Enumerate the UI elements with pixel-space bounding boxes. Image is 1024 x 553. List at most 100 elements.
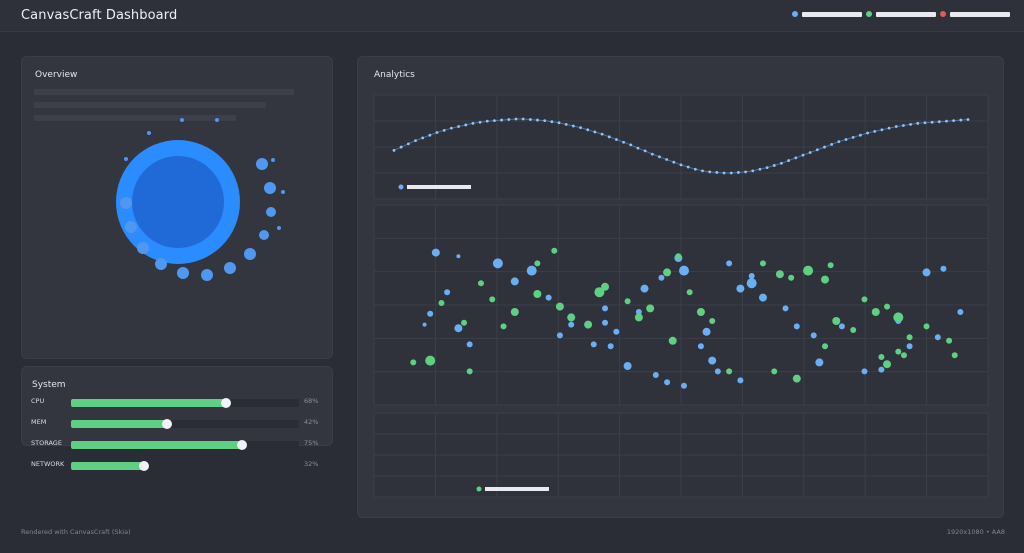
scatter-point — [827, 262, 834, 269]
scatter-point — [815, 358, 824, 367]
wave-point — [765, 166, 769, 169]
system-title: System — [32, 380, 66, 390]
system-metric-row: MEM 42% — [31, 417, 323, 429]
scatter-point — [607, 343, 614, 350]
scatter-point — [788, 274, 795, 281]
wave-point — [571, 124, 575, 128]
wave-point — [823, 145, 826, 149]
wave-point — [564, 123, 568, 126]
wave-chart-grid — [373, 94, 989, 200]
wave-point — [837, 140, 841, 144]
wave-point — [708, 170, 712, 174]
scatter-point — [422, 322, 427, 327]
scatter-point — [940, 265, 947, 272]
wave-point — [421, 136, 425, 140]
scatter-point — [686, 289, 693, 296]
wave-point — [406, 142, 410, 146]
wave-point — [751, 169, 755, 173]
wave-point — [794, 156, 798, 160]
scatter-point — [567, 313, 576, 322]
wave-point — [952, 119, 956, 123]
wave-point — [615, 138, 618, 141]
wave-point — [450, 126, 453, 130]
wave-point — [543, 119, 547, 123]
metric-slider-knob[interactable] — [161, 419, 172, 429]
wave-point — [966, 118, 970, 121]
wave-point — [600, 132, 604, 136]
metric-slider-fill — [71, 399, 227, 407]
gauge-dot — [155, 258, 167, 270]
scatter-point — [714, 368, 721, 375]
wave-point — [650, 152, 654, 156]
scatter-point — [466, 341, 473, 348]
gauge-dot — [137, 242, 149, 254]
gauge-dot — [180, 118, 184, 122]
scatter-point — [946, 337, 953, 344]
system-metric-row: CPU 68% — [31, 396, 323, 408]
wave-point — [873, 130, 877, 133]
scatter-point — [601, 282, 610, 291]
analytics-panel: Analytics — [357, 56, 1004, 518]
scatter-point — [568, 321, 575, 328]
wave-point — [866, 131, 869, 135]
metric-slider-track[interactable] — [71, 419, 299, 429]
scatter-point — [708, 356, 717, 365]
legend-bar-3 — [950, 11, 1010, 17]
scatter-point — [810, 332, 817, 339]
scatter-point — [602, 319, 609, 326]
wave-point — [586, 128, 590, 132]
scatter-point — [590, 341, 597, 348]
scatter-point — [726, 260, 733, 267]
gauge-dot — [177, 267, 189, 279]
wave-point — [729, 171, 733, 175]
metric-slider-track[interactable] — [71, 461, 299, 471]
scatter-point — [613, 328, 620, 335]
scatter-point — [906, 334, 913, 341]
footer-resolution: 1920x1080 • AA8 — [946, 528, 1005, 536]
legend-dot-green — [866, 11, 872, 17]
wave-point — [844, 138, 848, 141]
metric-slider-knob[interactable] — [237, 440, 247, 450]
wave-point — [665, 158, 669, 161]
gauge-dot — [125, 221, 137, 233]
metric-slider-fill — [71, 462, 144, 470]
gauge-dot — [224, 262, 236, 274]
scatter-point — [454, 324, 463, 333]
metric-slider-knob[interactable] — [221, 398, 232, 408]
scatter-point — [736, 284, 745, 293]
scatter-point — [489, 296, 496, 303]
wave-point — [744, 170, 747, 174]
scatter-point — [668, 336, 677, 345]
scatter-point — [782, 305, 789, 312]
wave-point — [945, 119, 948, 123]
scatter-point — [477, 280, 484, 287]
scatter-point — [775, 270, 784, 279]
scatter-point — [646, 304, 655, 313]
scatter-point — [526, 265, 537, 276]
metric-slider-track[interactable] — [71, 398, 299, 408]
scatter-point — [556, 332, 563, 339]
scatter-point — [635, 309, 642, 315]
scatter-point — [803, 265, 814, 276]
header-bar: CanvasCraft Dashboard — [0, 0, 1024, 32]
wave-point — [923, 121, 927, 125]
scatter-point — [438, 300, 445, 306]
metric-slider-track[interactable] — [71, 440, 299, 450]
legend-bar-2 — [876, 11, 936, 17]
gauge-dot — [264, 182, 276, 194]
scatter-point — [878, 354, 885, 360]
scatter-point — [664, 379, 671, 386]
metric-slider-knob[interactable] — [138, 461, 149, 471]
scatter-point — [746, 278, 757, 289]
wave-point — [737, 171, 740, 174]
wave-point — [550, 120, 554, 124]
wave-point — [715, 171, 719, 174]
wave-legend-dot — [398, 184, 404, 190]
metric-slider-fill — [71, 441, 242, 449]
wave-point — [686, 165, 690, 169]
wave-point — [500, 118, 504, 122]
scatter-point — [861, 296, 868, 303]
gauge-dot — [201, 269, 213, 281]
wave-point — [593, 130, 597, 134]
wave-point — [493, 119, 496, 123]
